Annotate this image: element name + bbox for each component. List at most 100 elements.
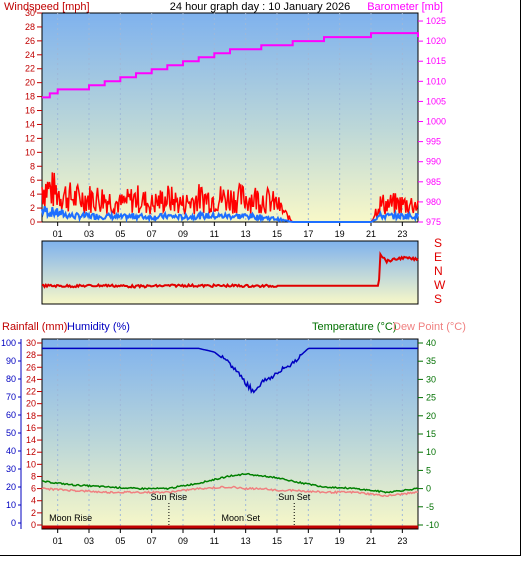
temperature-tick-label: 30 [426, 374, 436, 384]
temp-humidity-series [41, 347, 419, 529]
x-tick-label: 11 [210, 229, 219, 239]
barometer-tick-label: 995 [426, 137, 441, 147]
humidity-line [42, 347, 418, 394]
temperature-axis-ticks: -10 -5 0 5 10 15 20 25 30 35 40 [418, 338, 439, 530]
rainfall-tick-label: 18 [26, 411, 36, 421]
humidity-tick-label: 30 [6, 464, 16, 474]
windspeed-tick-label: 26 [25, 36, 35, 46]
humidity-tick-label: 60 [6, 410, 16, 420]
rainfall-tick-label: 24 [26, 374, 36, 384]
dewpoint-line [41, 485, 419, 498]
x-tick-label: 23 [397, 536, 407, 546]
x-tick-label: 15 [272, 536, 282, 546]
temperature-tick-label: 0 [426, 484, 431, 494]
windspeed-tick-label: 20 [25, 78, 35, 88]
x-tick-label: 01 [53, 229, 63, 239]
barometer-tick-label: 1010 [426, 76, 446, 86]
windspeed-tick-label: 10 [25, 147, 35, 157]
rainfall-tick-label: 30 [26, 338, 36, 348]
humidity-tick-label: 70 [6, 392, 16, 402]
barometer-tick-label: 1015 [426, 56, 446, 66]
temperature-tick-label: 5 [426, 465, 431, 475]
humidity-tick-label: 50 [6, 428, 16, 438]
humidity-tick-label: 10 [6, 500, 16, 510]
x-tick-label: 11 [210, 536, 219, 546]
windspeed-tick-label: 0 [30, 217, 35, 227]
sun-moon-annotations: Sun Rise Sun Set Moon Rise Moon Set [49, 492, 311, 528]
x-tick-label: 19 [335, 536, 345, 546]
humidity-tick-label: 90 [6, 356, 16, 366]
barometer-line [42, 32, 419, 99]
chart-frame: Windspeed [mph] 24 hour graph day : 10 J… [0, 0, 521, 556]
rainfall-tick-label: 22 [26, 387, 36, 397]
x-tick-label: 21 [366, 536, 376, 546]
x-tick-label: 13 [241, 536, 251, 546]
barometer-tick-label: 985 [426, 177, 441, 187]
rainfall-tick-label: 12 [26, 447, 36, 457]
barometer-tick-label: 980 [426, 197, 441, 207]
windspeed-tick-label: 14 [25, 119, 35, 129]
temp-humidity-gridlines [57, 339, 403, 529]
rainfall-tick-label: 8 [31, 471, 36, 481]
rainfall-tick-label: 20 [26, 399, 36, 409]
direction-label: E [434, 250, 442, 264]
sun-rise-label: Sun Rise [151, 492, 188, 502]
x-axis-ticks-bottom: 01 03 05 07 09 11 13 15 17 19 21 23 [53, 529, 407, 546]
wind-direction-plot-area [41, 240, 419, 305]
x-tick-label: 07 [147, 229, 157, 239]
rainfall-tick-label: 4 [31, 496, 36, 506]
windspeed-tick-label: 24 [25, 50, 35, 60]
rainfall-tick-label: 16 [26, 423, 36, 433]
x-tick-label: 09 [178, 229, 188, 239]
temperature-tick-label: 20 [426, 411, 436, 421]
dewpoint-axis-label: Dew Point (°C) [393, 321, 466, 333]
x-tick-label: 21 [366, 229, 376, 239]
x-tick-label: 17 [303, 229, 313, 239]
humidity-tick-label: 0 [11, 518, 16, 528]
barometer-tick-label: 1020 [426, 36, 446, 46]
barometer-axis-ticks: 975 980 985 990 995 1000 1005 1010 1015 1020 1025 [418, 16, 446, 227]
humidity-tick-label: 80 [6, 374, 16, 384]
temperature-tick-label: 25 [426, 393, 436, 403]
temperature-tick-label: 10 [426, 447, 436, 457]
direction-label: S [434, 236, 442, 250]
windspeed-tick-label: 4 [30, 189, 35, 199]
x-tick-label: 07 [147, 536, 157, 546]
wind-direction-line [41, 251, 419, 289]
wind-direction-series [41, 251, 419, 289]
windspeed-tick-label: 8 [30, 161, 35, 171]
humidity-tick-label: 40 [6, 446, 16, 456]
humidity-tick-label: 20 [6, 482, 16, 492]
windspeed-tick-label: 12 [25, 133, 35, 143]
rainfall-tick-label: 26 [26, 362, 36, 372]
barometer-tick-label: 1005 [426, 96, 446, 106]
barometer-axis-label: Barometer [mb] [367, 1, 443, 13]
direction-label: W [434, 278, 446, 292]
x-tick-label: 05 [115, 536, 125, 546]
rainfall-tick-label: 14 [26, 435, 36, 445]
x-tick-label: 19 [335, 229, 345, 239]
temperature-axis-label: Temperature (°C) [312, 321, 396, 333]
rainfall-tick-label: 0 [31, 520, 36, 530]
x-tick-label: 03 [84, 229, 94, 239]
windspeed-tick-label: 22 [25, 64, 35, 74]
temperature-tick-label: -10 [426, 520, 439, 530]
x-axis-ticks-top: 01 03 05 07 09 11 13 15 17 19 21 23 [53, 222, 407, 239]
windspeed-tick-label: 16 [25, 106, 35, 116]
windspeed-axis-label: Windspeed [mph] [4, 1, 90, 13]
x-tick-label: 05 [115, 229, 125, 239]
rainfall-tick-label: 6 [31, 484, 36, 494]
barometer-tick-label: 1000 [426, 117, 446, 127]
wind-pressure-plot-area [41, 12, 419, 223]
barometer-tick-label: 990 [426, 157, 441, 167]
x-tick-label: 03 [84, 536, 94, 546]
windspeed-tick-label: 2 [30, 203, 35, 213]
x-tick-label: 13 [241, 229, 251, 239]
moon-rise-label: Moon Rise [49, 513, 92, 523]
x-tick-label: 01 [53, 536, 63, 546]
sun-set-label: Sun Set [278, 492, 311, 502]
windspeed-tick-label: 30 [25, 8, 35, 18]
direction-label: N [434, 264, 443, 278]
